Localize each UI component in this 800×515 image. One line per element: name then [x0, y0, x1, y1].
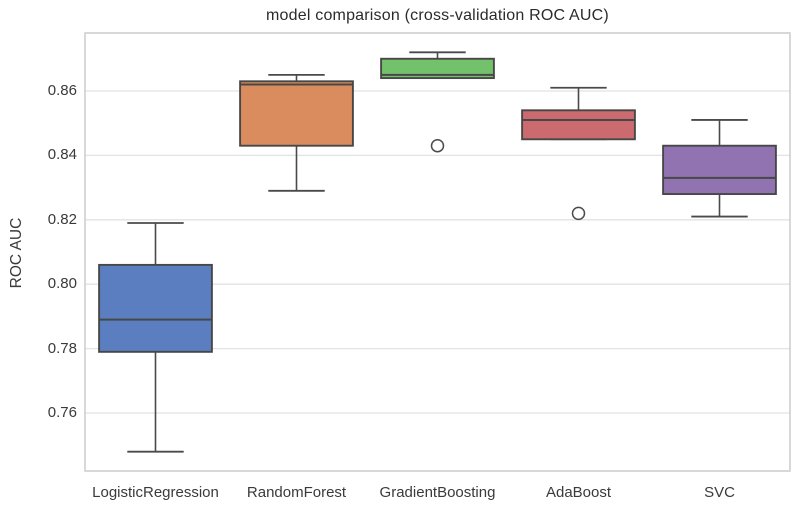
box-LogisticRegression	[98, 263, 213, 353]
box-AdaBoost	[521, 109, 636, 141]
x-tick-label: LogisticRegression	[92, 484, 219, 501]
box-RandomForest	[239, 80, 354, 147]
chart-title: model comparison (cross-validation ROC A…	[266, 7, 609, 24]
y-tick-label: 0.78	[47, 339, 77, 357]
axes-background	[85, 33, 790, 471]
outlier-point	[571, 206, 586, 221]
x-tick-label: SVC	[704, 484, 735, 501]
y-tick-label: 0.80	[47, 275, 77, 293]
axes-border	[84, 32, 791, 472]
x-tick-label: GradientBoosting	[379, 484, 496, 501]
box-SVC	[662, 144, 777, 195]
outlier-point	[430, 138, 445, 153]
box-GradientBoosting	[380, 57, 495, 80]
y-tick-label: 0.82	[47, 210, 77, 228]
x-tick-label: RandomForest	[246, 484, 347, 501]
y-tick-label: 0.84	[47, 146, 77, 164]
y-tick-label: 0.86	[47, 81, 77, 99]
x-tick-label: AdaBoost	[545, 484, 612, 501]
y-tick-label: 0.76	[47, 404, 77, 422]
